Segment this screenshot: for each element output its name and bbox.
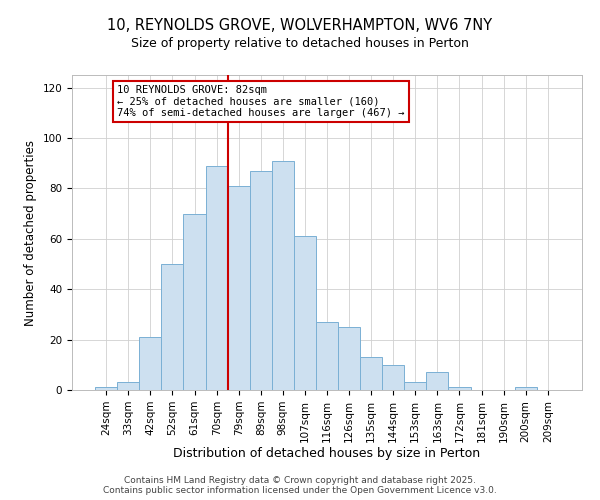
Bar — [272, 160, 294, 390]
Bar — [206, 166, 227, 390]
Bar — [316, 322, 338, 390]
Bar — [95, 388, 117, 390]
Bar — [117, 382, 139, 390]
Y-axis label: Number of detached properties: Number of detached properties — [24, 140, 37, 326]
Bar — [448, 388, 470, 390]
Bar — [139, 337, 161, 390]
Bar — [227, 186, 250, 390]
Bar — [161, 264, 184, 390]
Text: Contains public sector information licensed under the Open Government Licence v3: Contains public sector information licen… — [103, 486, 497, 495]
Bar — [294, 236, 316, 390]
Bar — [515, 388, 537, 390]
Bar — [382, 365, 404, 390]
Bar — [360, 357, 382, 390]
Bar — [404, 382, 427, 390]
Bar — [250, 171, 272, 390]
Text: 10 REYNOLDS GROVE: 82sqm
← 25% of detached houses are smaller (160)
74% of semi-: 10 REYNOLDS GROVE: 82sqm ← 25% of detach… — [117, 85, 405, 118]
Bar — [184, 214, 206, 390]
Bar — [427, 372, 448, 390]
Bar — [338, 327, 360, 390]
X-axis label: Distribution of detached houses by size in Perton: Distribution of detached houses by size … — [173, 448, 481, 460]
Text: 10, REYNOLDS GROVE, WOLVERHAMPTON, WV6 7NY: 10, REYNOLDS GROVE, WOLVERHAMPTON, WV6 7… — [107, 18, 493, 32]
Text: Contains HM Land Registry data © Crown copyright and database right 2025.: Contains HM Land Registry data © Crown c… — [124, 476, 476, 485]
Text: Size of property relative to detached houses in Perton: Size of property relative to detached ho… — [131, 38, 469, 51]
